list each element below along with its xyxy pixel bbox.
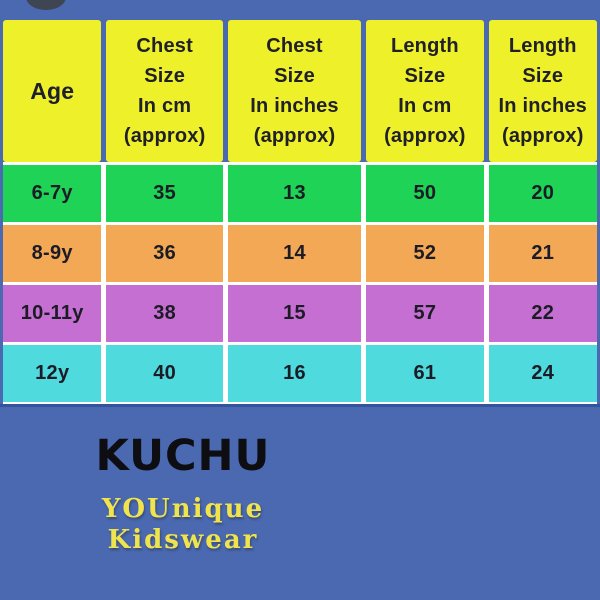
brand-tagline-line2: Kidswear xyxy=(107,525,259,556)
table-row: 8-9y 36 14 52 21 xyxy=(3,225,597,282)
top-banner xyxy=(0,0,600,20)
cell-chest-inches: 14 xyxy=(227,225,362,282)
cell-length-cm: 57 xyxy=(366,285,484,342)
header-cell-length-cm: Length Size In cm (approx) xyxy=(366,20,484,162)
cell-length-cm: 61 xyxy=(366,345,484,402)
brand-name: KUCHU xyxy=(95,431,271,481)
cell-length-cm: 50 xyxy=(366,165,484,222)
brand-tagline-line1: YOUnique xyxy=(101,494,265,524)
header-cell-age: Age xyxy=(3,20,102,162)
brand-tagline: YOUnique Kidswear xyxy=(82,494,284,556)
cell-length-inches: 24 xyxy=(488,345,597,402)
table-row: 6-7y 35 13 50 20 xyxy=(3,165,597,222)
table-body: 6-7y 35 13 50 20 8-9y 36 14 52 21 10-11y… xyxy=(3,162,597,404)
header-cell-chest-cm: Chest Size In cm (approx) xyxy=(106,20,223,162)
cell-age: 12y xyxy=(3,345,102,402)
footer-section: KUCHU YOUnique Kidswear Chest xyxy=(0,407,600,600)
cell-chest-cm: 38 xyxy=(106,285,223,342)
cell-chest-inches: 16 xyxy=(227,345,362,402)
cell-chest-cm: 36 xyxy=(106,225,223,282)
cell-chest-inches: 15 xyxy=(227,285,362,342)
cell-chest-inches: 13 xyxy=(227,165,362,222)
cell-length-inches: 22 xyxy=(488,285,597,342)
divider-line xyxy=(0,404,600,407)
cell-age: 6-7y xyxy=(3,165,102,222)
table-row: 12y 40 16 61 24 xyxy=(3,345,597,402)
cell-length-inches: 21 xyxy=(488,225,597,282)
table-header-row: Age Chest Size In cm (approx) Chest Size… xyxy=(0,20,600,162)
header-cell-length-inches: Length Size In inches (approx) xyxy=(488,20,597,162)
cell-chest-cm: 35 xyxy=(106,165,223,222)
cell-length-inches: 20 xyxy=(488,165,597,222)
header-cell-chest-inches: Chest Size In inches (approx) xyxy=(227,20,362,162)
table-row: 10-11y 38 15 57 22 xyxy=(3,285,597,342)
partial-logo-icon xyxy=(26,0,66,10)
brand-block: KUCHU YOUnique Kidswear xyxy=(82,435,284,556)
cell-length-cm: 52 xyxy=(366,225,484,282)
cell-age: 8-9y xyxy=(3,225,102,282)
cell-age: 10-11y xyxy=(3,285,102,342)
cell-chest-cm: 40 xyxy=(106,345,223,402)
